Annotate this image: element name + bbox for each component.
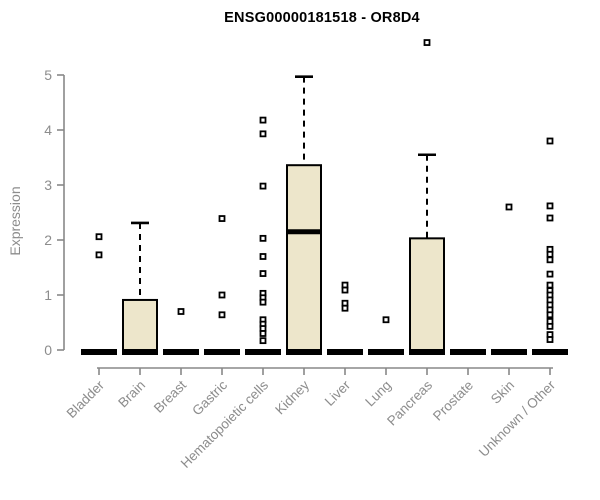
zero-median-bar [491,349,527,355]
y-tick-label: 2 [44,232,52,248]
x-tick-label: Unknown / Other [476,377,559,460]
outlier-point [259,330,267,337]
outlier-point [259,270,267,277]
zero-median-bar [245,349,281,355]
zero-median-bar [450,349,486,355]
outlier-point [546,202,554,210]
outlier-point [259,116,267,124]
x-tick-label: Skin [488,378,517,407]
outlier-point [546,281,554,289]
outlier-point [546,214,554,222]
zero-median-bar [368,349,404,355]
x-tick-label: Brain [115,378,148,411]
zero-median-bar [286,349,322,355]
median-line [287,229,321,235]
outlier-point [546,256,554,264]
x-tick-label: Breast [151,377,189,415]
outlier-point [505,203,513,211]
outlier-point [177,308,185,315]
outlier-point [259,182,267,190]
outlier-point [546,270,554,278]
outlier-point [259,234,267,242]
x-tick-label: Gastric [189,377,230,418]
outlier-point [341,304,349,312]
outlier-point [382,316,390,324]
x-tick-label: Kidney [272,377,312,417]
box-Kidney [286,164,322,351]
x-tick-label: Lung [362,378,394,410]
outlier-point [259,298,267,306]
x-tick-label: Pancreas [384,377,435,428]
outlier-point [259,130,267,138]
outlier-point [546,336,554,343]
outlier-point [546,322,554,330]
y-tick-label: 5 [44,67,52,83]
outlier-point [95,233,103,241]
outlier-point [259,253,267,260]
x-tick-label: Bladder [64,377,108,421]
outlier-point [423,39,431,46]
outlier-point [95,251,103,259]
y-tick-label: 3 [44,177,52,193]
outlier-point [218,311,226,319]
y-tick-label: 0 [44,342,52,358]
outlier-point [218,291,226,299]
chart-title: ENSG00000181518 - OR8D4 [224,10,420,26]
y-tick-label: 1 [44,287,52,303]
y-axis-label: Expression [7,186,23,256]
y-tick-label: 4 [44,122,52,138]
zero-median-bar [327,349,363,355]
zero-median-bar [163,349,199,355]
zero-median-bar [532,349,568,355]
x-tick-label: Prostate [430,378,476,424]
outlier-point [546,311,554,319]
outlier-point [546,137,554,145]
zero-median-bar [409,349,445,355]
x-tick-label: Liver [322,377,354,409]
outlier-point [341,286,349,294]
zero-median-bar [81,349,117,355]
box-Brain [122,298,158,352]
zero-median-bar [204,349,240,355]
box-Pancreas [409,237,445,352]
outlier-point [546,250,554,258]
outlier-point [259,337,267,345]
outlier-point [218,215,226,222]
zero-median-bar [122,349,158,355]
